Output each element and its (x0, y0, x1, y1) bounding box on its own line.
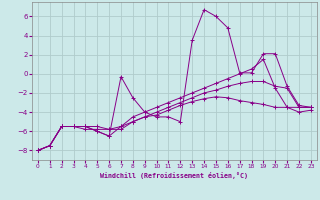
X-axis label: Windchill (Refroidissement éolien,°C): Windchill (Refroidissement éolien,°C) (100, 172, 248, 179)
